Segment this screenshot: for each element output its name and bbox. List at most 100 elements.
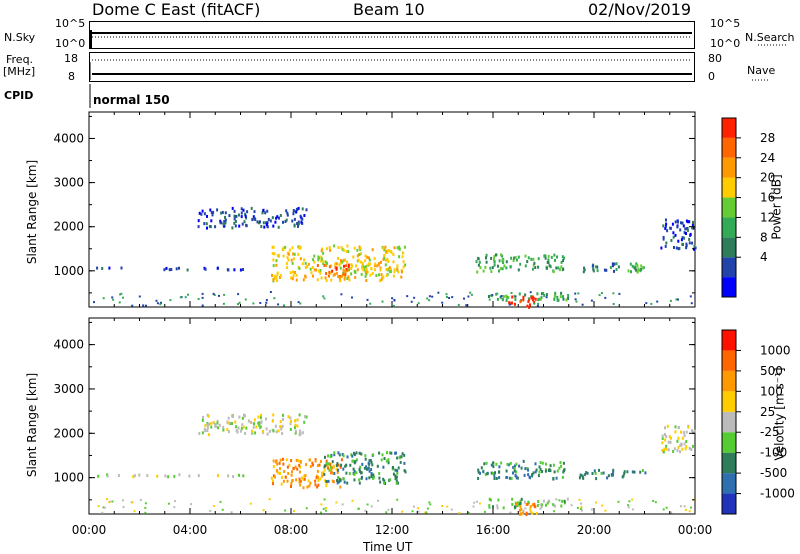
echo-cell: [684, 227, 687, 231]
echo-cell: [272, 224, 275, 228]
colorbar-tick-label: 16: [760, 191, 775, 205]
echo-cell: [265, 299, 268, 302]
echo-cell: [524, 254, 527, 258]
echo-cell: [519, 501, 522, 505]
echo-cell: [578, 498, 581, 501]
echo-cell: [385, 459, 388, 463]
echo-cell: [324, 276, 327, 280]
echo-cell: [612, 264, 614, 268]
echo-cell: [531, 474, 534, 478]
echo-cell: [561, 268, 564, 272]
echo-cell: [679, 450, 681, 454]
echo-cell: [384, 245, 387, 249]
echo-cell: [243, 220, 246, 224]
echo-cell: [311, 461, 314, 465]
echo-cell: [294, 423, 297, 427]
echo-cell: [299, 214, 302, 218]
nsearch-trace: [92, 36, 788, 46]
echo-cell: [509, 265, 512, 269]
echo-cell: [526, 304, 529, 308]
echo-cell: [272, 278, 275, 282]
echo-cell: [267, 217, 270, 221]
echo-cell: [201, 418, 204, 422]
echo-cell: [345, 264, 348, 268]
echo-cell: [339, 465, 342, 469]
echo-cell: [295, 478, 298, 482]
echo-cell: [325, 272, 328, 275]
echo-cell: [376, 464, 379, 468]
echo-cell: [515, 470, 518, 474]
echo-cell: [369, 459, 372, 462]
echo-cell: [593, 469, 596, 473]
echo-cell: [102, 506, 105, 509]
echo-cell: [514, 298, 517, 301]
echo-cell: [133, 510, 136, 513]
echo-cell: [251, 218, 254, 222]
echo-cell: [531, 503, 534, 507]
echo-cell: [494, 253, 497, 257]
echo-cell: [560, 291, 563, 295]
echo-cell: [394, 468, 397, 472]
echo-cell: [332, 273, 335, 277]
echo-cell: [501, 254, 504, 258]
echo-cell: [342, 268, 345, 272]
echo-cell: [282, 254, 285, 258]
echo-cell: [305, 415, 308, 419]
echo-cell: [269, 291, 272, 293]
echo-cell: [358, 481, 361, 485]
echo-cell: [299, 245, 302, 249]
echo-cell: [532, 471, 535, 475]
echo-cell: [272, 429, 275, 433]
echo-cell: [377, 499, 379, 502]
echo-cell: [283, 304, 285, 307]
echo-cell: [629, 262, 632, 266]
echo-cell: [505, 266, 508, 270]
echo-cell: [293, 426, 296, 430]
echo-cell: [556, 295, 559, 299]
echo-region: [316, 262, 350, 280]
echo-cell: [382, 246, 385, 250]
radar-title: Dome C East (fitACF): [92, 0, 261, 19]
echo-cell: [396, 469, 399, 473]
y-tick-label: 1000: [53, 264, 84, 278]
echo-cell: [406, 295, 409, 298]
echo-cell: [550, 255, 553, 259]
echo-cell: [299, 257, 302, 261]
colorbar-tick-label: -500: [760, 466, 787, 480]
echo-cell: [343, 480, 346, 484]
echo-cell: [281, 424, 284, 428]
echo-cell: [540, 292, 543, 296]
echo-cell: [217, 474, 219, 478]
echo-cell: [574, 292, 577, 295]
echo-cell: [198, 432, 201, 435]
echo-cell: [685, 219, 688, 223]
echo-cell: [336, 481, 339, 485]
colorbar-segment: [722, 432, 736, 453]
echo-cell: [325, 279, 328, 283]
echo-cell: [522, 509, 525, 512]
echo-cell: [368, 258, 371, 262]
echo-cell: [301, 207, 304, 211]
echo-cell: [505, 260, 508, 264]
echo-cell: [335, 501, 338, 504]
echo-cell: [303, 420, 306, 424]
echo-cell: [672, 235, 675, 239]
echo-cell: [669, 299, 672, 302]
echo-cell: [277, 225, 280, 229]
colorbar-segment: [722, 257, 736, 278]
echo-cell: [307, 479, 310, 483]
echo-cell: [674, 220, 677, 224]
echo-cell: [351, 499, 354, 502]
echo-cell: [174, 500, 177, 503]
echo-cell: [370, 475, 373, 479]
echo-cell: [513, 505, 516, 509]
echo-cell: [224, 215, 226, 219]
echo-cell: [560, 464, 563, 468]
echo-cell: [233, 217, 236, 221]
echo-cell: [485, 256, 487, 260]
echo-cell: [224, 218, 227, 222]
echo-cell: [553, 504, 556, 508]
echo-cell: [510, 256, 513, 260]
echo-cell: [670, 239, 673, 242]
echo-cell: [596, 265, 599, 269]
